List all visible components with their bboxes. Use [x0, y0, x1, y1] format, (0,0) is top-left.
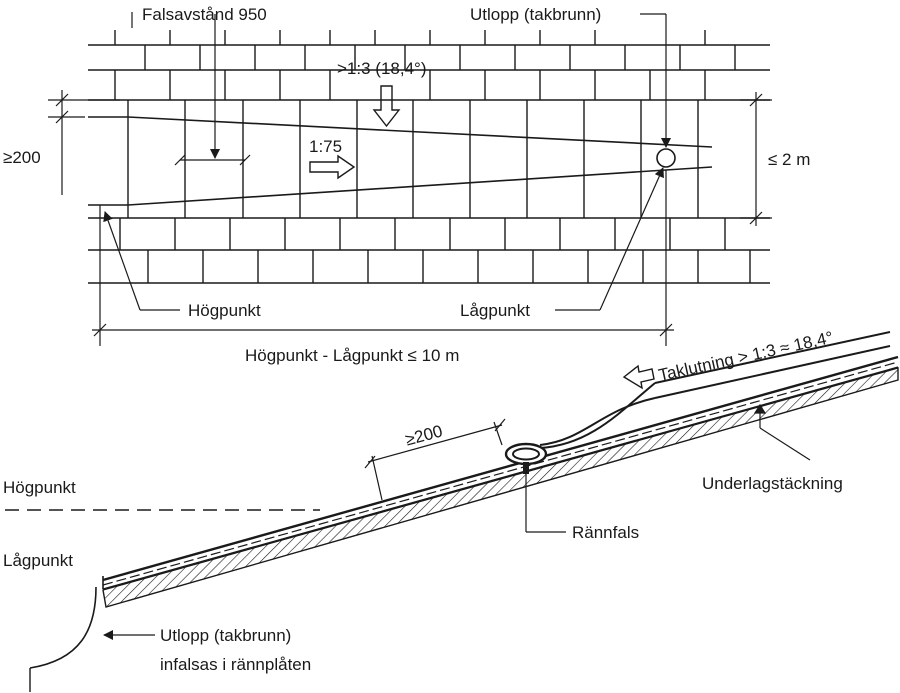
lower-roof-seams — [88, 218, 770, 284]
plan-view: Falsavstånd 950 >1:3 (18,4°) 1:75 Utlopp… — [3, 5, 810, 365]
max-length-label: Högpunkt - Lågpunkt ≤ 10 m — [245, 346, 459, 365]
gutter-seam — [504, 442, 548, 474]
section-view: Underlagstäckning Rännfals ≥200 Taklutni… — [3, 328, 899, 692]
gutter-slope-label: 1:75 — [309, 137, 342, 156]
width-dimension — [740, 92, 772, 226]
upper-roof-seams — [88, 30, 770, 101]
underlay-label: Underlagstäckning — [702, 474, 843, 493]
section-low-point-label: Lågpunkt — [3, 551, 73, 570]
min-depth-label: ≥200 — [3, 148, 41, 167]
outlet-label: Utlopp (takbrunn) — [470, 5, 601, 24]
seam-spacing-dimension — [131, 12, 251, 166]
section-high-point-label: Högpunkt — [3, 478, 76, 497]
gutter-plan — [88, 100, 770, 219]
length-dimension — [92, 170, 674, 346]
low-point-label: Lågpunkt — [460, 301, 530, 320]
roof-pitch-label: Taklutning > 1:3 ≈ 18,4° — [657, 328, 835, 385]
overlap-dimension — [364, 418, 506, 501]
depth-dimension — [48, 90, 120, 195]
right-arrow-icon — [309, 154, 356, 180]
section-outlet-label: Utlopp (takbrunn) — [160, 626, 291, 645]
left-arrow-icon — [622, 364, 655, 390]
seam-spacing-label: Falsavstånd 950 — [142, 5, 267, 24]
high-point-label: Högpunkt — [188, 301, 261, 320]
outlet-circle — [656, 148, 676, 168]
down-arrow-icon — [372, 85, 401, 128]
section-outlet-note: infalsas i rännplåten — [160, 655, 311, 674]
overlap-label: ≥200 — [403, 421, 444, 449]
gutter-seam-label: Rännfals — [572, 523, 639, 542]
max-width-label: ≤ 2 m — [768, 150, 810, 169]
steep-slope-label: >1:3 (18,4°) — [337, 59, 427, 78]
deck-hatch — [102, 367, 899, 608]
